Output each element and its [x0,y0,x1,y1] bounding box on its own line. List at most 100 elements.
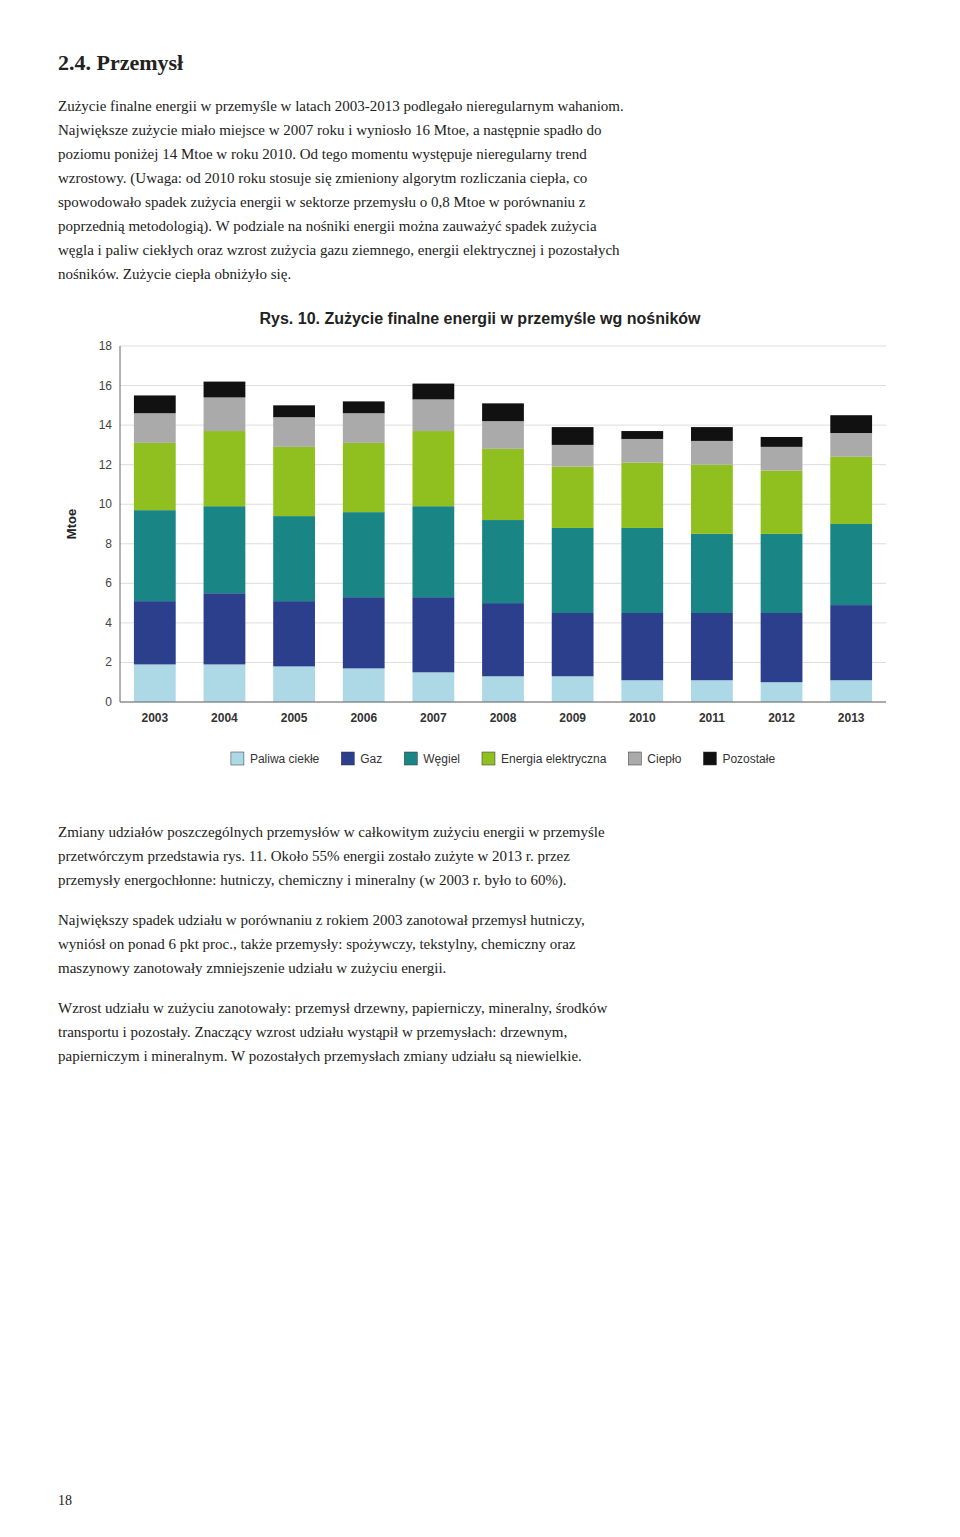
bar-segment [412,399,454,431]
bar-segment [204,382,246,398]
bar-segment [134,601,176,664]
bar-segment [273,417,315,447]
bar-segment [273,516,315,601]
bar-segment [761,447,803,471]
x-tick-label: 2008 [490,711,517,725]
bars [134,382,872,702]
legend-swatch [628,752,641,765]
bar-segment [204,431,246,506]
x-tick-label: 2004 [211,711,238,725]
grid [120,346,886,702]
bar-segment [204,397,246,431]
bar-segment [552,427,594,445]
x-tick-label: 2013 [838,711,865,725]
bar-segment [204,506,246,593]
bar-segment [343,512,385,597]
bar-segment [621,680,663,702]
y-tick-label: 6 [105,576,112,590]
bar-segment [552,467,594,528]
bar-segment [691,680,733,702]
grid-line [120,346,886,347]
y-tick-label: 8 [105,537,112,551]
bar-segment [343,668,385,702]
bar-segment [830,680,872,702]
bar-segment [552,676,594,702]
paragraph: Zmiany udziałów poszczególnych przemysłó… [58,820,902,892]
bar-segment [482,676,524,702]
bar-segment [691,613,733,680]
legend-swatch [231,752,244,765]
x-tick-label: 2006 [350,711,377,725]
bar-segment [273,601,315,666]
paragraph: Zużycie finalne energii w przemyśle w la… [58,94,902,286]
legend-item: Energia elektryczna [482,752,607,766]
legend-item: Pozostałe [703,752,775,766]
paragraph: Największy spadek udziału w porównaniu z… [58,908,902,980]
x-tick-label: 2007 [420,711,447,725]
y-tick-label: 16 [99,379,113,393]
y-tick-label: 0 [105,695,112,709]
bar-segment [482,520,524,603]
bar-segment [691,441,733,465]
bar-segment [621,613,663,680]
bar-segment [482,449,524,520]
bar-segment [134,664,176,702]
bar-segment [691,427,733,441]
bar-segment [761,534,803,613]
paragraph: Wzrost udziału w zużyciu zanotowały: prz… [58,996,902,1068]
bar-segment [761,437,803,447]
bar-segment [691,465,733,534]
bar-segment [273,447,315,516]
y-axis-label: Mtoe [64,509,79,539]
bar-segment [621,463,663,528]
bar-segment [204,664,246,702]
chart: Rys. 10. Zużycie finalne energii w przem… [58,302,902,802]
bar-segment [830,457,872,524]
bar-segment [552,613,594,676]
legend: Paliwa ciekłe Gaz Węgiel Energia elektryczn… [231,752,776,766]
legend-item: Ciepło [628,752,681,766]
bar-segment [412,384,454,400]
legend-label: Energia elektryczna [501,752,607,766]
x-tick-label: 2011 [699,711,725,725]
bar-segment [412,506,454,597]
x-tick-label: 2005 [281,711,308,725]
legend-swatch [703,752,716,765]
bar-segment [273,666,315,702]
x-axis-line [120,702,886,703]
bar-segment [134,443,176,510]
bar-segment [552,445,594,467]
y-tick-label: 2 [105,655,112,669]
bar-segment [691,534,733,613]
bar-segment [830,605,872,680]
bar-segment [621,431,663,439]
bar-segment [343,597,385,668]
legend-item: Węgiel [404,752,460,766]
legend-label: Paliwa ciekłe [250,752,320,766]
bar-segment [134,413,176,443]
y-tick-label: 4 [105,616,112,630]
page-number: 18 [58,1493,72,1509]
bar-segment [343,443,385,512]
bar-segment [830,433,872,457]
bar-segment [761,682,803,702]
grid-line [120,702,886,703]
legend-swatch [482,752,495,765]
y-tick-label: 12 [99,458,113,472]
bar-segment [412,672,454,702]
legend-swatch [341,752,354,765]
bar-segment [134,510,176,601]
bar-segment [343,413,385,443]
bar-segment [204,593,246,664]
bar-segment [482,603,524,676]
bar-segment [761,471,803,534]
bar-segment [552,528,594,613]
legend-label: Gaz [360,752,382,766]
x-tick-label: 2010 [629,711,656,725]
bar-segment [761,613,803,682]
bar-segment [482,403,524,421]
x-tick-label: 2009 [559,711,586,725]
bar-segment [273,405,315,417]
x-tick-label: 2003 [141,711,168,725]
y-tick-label: 10 [99,497,113,511]
